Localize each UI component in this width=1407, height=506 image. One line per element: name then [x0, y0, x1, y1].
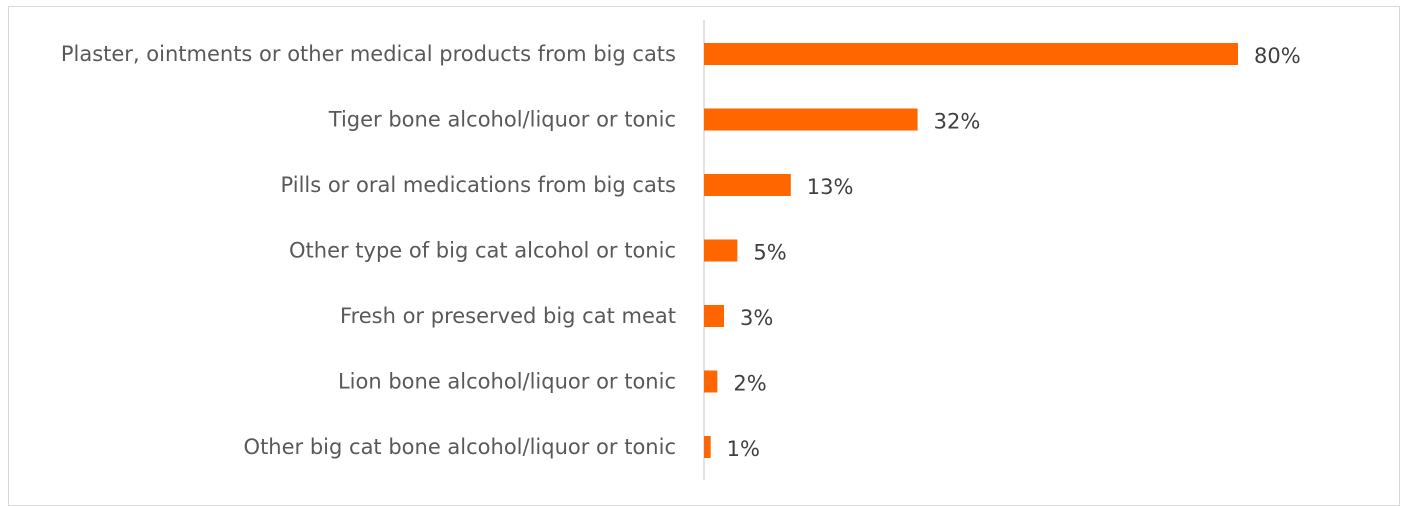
data-label: 3% [740, 306, 773, 330]
bar [704, 108, 918, 131]
data-label: 5% [753, 241, 786, 265]
category-label: Plaster, ointments or other medical prod… [61, 42, 676, 66]
category-label: Other type of big cat alcohol or tonic [289, 239, 676, 263]
category-label: Other big cat bone alcohol/liquor or ton… [244, 435, 676, 459]
bar [704, 305, 725, 327]
category-label: Tiger bone alcohol/liquor or tonic [328, 108, 676, 132]
bar [704, 436, 711, 458]
category-label: Lion bone alcohol/liquor or tonic [338, 370, 676, 394]
bar [704, 370, 718, 393]
data-label: 1% [727, 437, 760, 461]
category-label: Fresh or preserved big cat meat [340, 304, 676, 328]
data-label: 32% [934, 110, 981, 134]
bar-chart: Plaster, ointments or other medical prod… [61, 20, 1301, 480]
category-label: Pills or oral medications from big cats [281, 173, 676, 197]
data-label: 2% [733, 372, 766, 396]
data-label: 80% [1254, 44, 1301, 68]
bar [704, 239, 738, 262]
data-label: 13% [807, 175, 854, 199]
bar [704, 43, 1238, 65]
bar [704, 174, 791, 196]
